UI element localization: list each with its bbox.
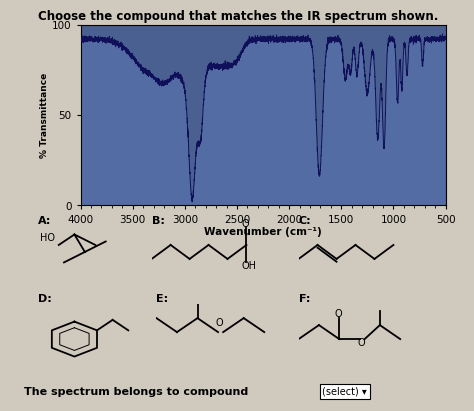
Text: O: O bbox=[216, 319, 224, 328]
Text: O: O bbox=[334, 309, 342, 319]
Text: HO: HO bbox=[40, 233, 55, 243]
Y-axis label: % Transmittance: % Transmittance bbox=[40, 72, 49, 158]
Text: D:: D: bbox=[38, 294, 52, 304]
Text: (select) ▾: (select) ▾ bbox=[322, 387, 367, 397]
Text: A:: A: bbox=[38, 216, 51, 226]
Text: B:: B: bbox=[152, 216, 164, 226]
X-axis label: Wavenumber (cm⁻¹): Wavenumber (cm⁻¹) bbox=[204, 227, 322, 237]
Text: OH: OH bbox=[242, 261, 257, 271]
Text: O: O bbox=[242, 219, 249, 229]
Text: Choose the compound that matches the IR spectrum shown.: Choose the compound that matches the IR … bbox=[38, 10, 438, 23]
Text: O: O bbox=[357, 338, 365, 348]
Text: The spectrum belongs to compound: The spectrum belongs to compound bbox=[24, 387, 248, 397]
Text: E:: E: bbox=[156, 294, 169, 304]
Text: C:: C: bbox=[299, 216, 311, 226]
Text: F:: F: bbox=[299, 294, 310, 304]
